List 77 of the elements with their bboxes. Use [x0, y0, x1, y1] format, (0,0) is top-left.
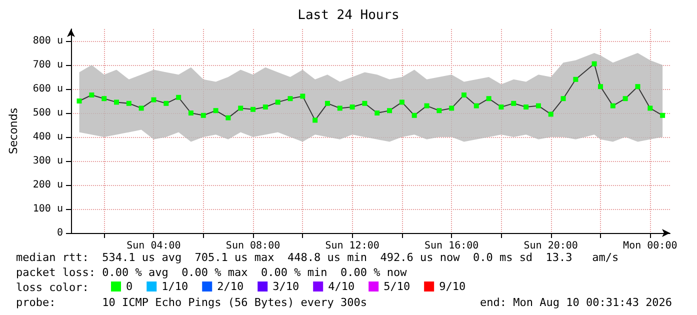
text: end: Mon Aug 10 00:31:43 2026 [480, 296, 672, 309]
point [164, 100, 169, 106]
x-tick-label: Sun 04:00 [126, 240, 181, 252]
legend-label: 1/10 [162, 280, 188, 293]
point [102, 96, 107, 102]
legend-label: 5/10 [384, 280, 410, 293]
point [362, 100, 368, 106]
point [399, 100, 404, 105]
point [324, 100, 330, 106]
point [238, 106, 244, 111]
point [226, 115, 231, 120]
point [387, 108, 392, 114]
point [635, 84, 640, 90]
point [250, 106, 256, 112]
y-tick-label: 400 u [32, 132, 63, 142]
x-tick-label: Mon 00:00 [623, 240, 678, 252]
text: probe: 10 ICMP Echo Pings (56 Bytes) every 300s [16, 296, 367, 309]
point [610, 103, 616, 108]
point [213, 108, 218, 114]
point [138, 106, 144, 111]
point [548, 112, 554, 117]
x-tick-label: Sun 16:00 [424, 240, 479, 252]
legend-label: 4/10 [328, 280, 355, 293]
y-tick-label: 0 [56, 228, 63, 238]
point [498, 104, 504, 110]
legend-label: 0 [126, 280, 133, 293]
y-tick-label: 600 u [32, 84, 63, 94]
point [312, 118, 318, 123]
point [560, 96, 566, 102]
point [188, 110, 194, 116]
point [126, 100, 132, 106]
point [536, 103, 541, 108]
legend-label: 2/10 [217, 280, 244, 293]
y-tick-label: 200 u [32, 180, 63, 190]
y-tick-label: 100 u [32, 204, 63, 214]
point [288, 96, 293, 102]
point [262, 104, 268, 110]
point [524, 104, 529, 110]
point [424, 103, 430, 108]
point [350, 104, 355, 110]
x-tick-label: Sun 12:00 [325, 240, 380, 252]
point [337, 106, 342, 111]
point [474, 103, 479, 108]
point [622, 96, 628, 102]
point [200, 112, 206, 118]
point [573, 76, 578, 82]
point [176, 94, 182, 100]
point [412, 112, 417, 118]
x-tick-label: Sun 08:00 [226, 240, 280, 252]
point [151, 97, 156, 102]
point [300, 94, 306, 99]
y-tick-label: 500 u [32, 108, 63, 118]
point [598, 84, 604, 90]
x-tick-label: Sun 20:00 [524, 240, 578, 252]
y-tick-label: 800 u [32, 36, 63, 46]
chart-title: Last 24 Hours [298, 8, 400, 23]
point [592, 61, 597, 66]
y-tick-label: 300 u [32, 156, 63, 166]
point [436, 108, 442, 114]
point [76, 98, 82, 104]
point [461, 92, 466, 98]
point [275, 100, 280, 105]
text: median rtt: 534.1 us avg 705.1 us max 448.8 us min 492.6 us now 0.0 ms sd 13.3 am/s [16, 251, 619, 264]
point [660, 112, 666, 118]
point [89, 92, 94, 98]
legend-label: 9/10 [439, 280, 466, 293]
point [114, 100, 120, 105]
point [486, 96, 492, 102]
y-tick-label: 700 u [32, 60, 63, 70]
y-axis-title: Seconds [7, 108, 20, 154]
text: packet loss: 0.00 % avg 0.00 % max 0.00 % min 0.00 % now [16, 266, 407, 279]
point [648, 106, 653, 111]
legend-label: 3/10 [272, 280, 300, 293]
text: loss color: [16, 281, 89, 294]
point [449, 106, 454, 111]
point [511, 100, 516, 106]
point [374, 110, 380, 116]
